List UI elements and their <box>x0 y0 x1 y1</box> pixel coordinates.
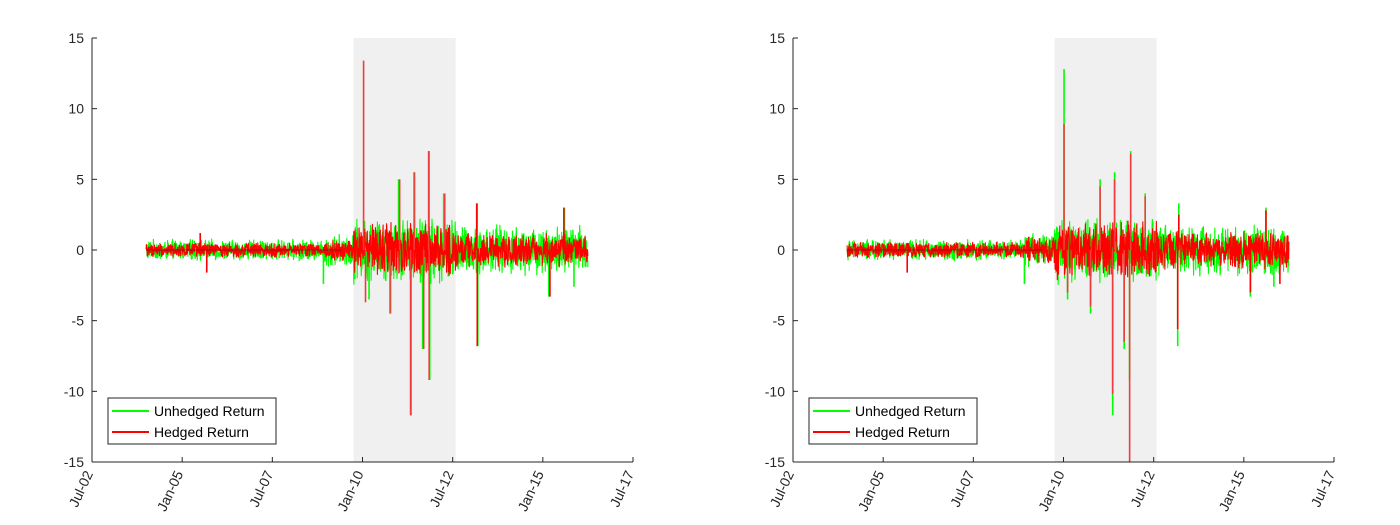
y-tick-label: -10 <box>765 383 785 399</box>
series-line-hedged <box>846 220 1290 281</box>
y-tick-label: 5 <box>76 171 84 187</box>
y-tick-label: 15 <box>68 30 84 46</box>
y-tick-label: -10 <box>64 383 84 399</box>
legend-label: Unhedged Return <box>154 403 265 419</box>
legend-label: Unhedged Return <box>855 403 966 419</box>
y-tick-label: 5 <box>777 171 785 187</box>
x-tick-label: Jan-15 <box>1215 468 1248 514</box>
x-tick-label: Jan-05 <box>855 468 888 514</box>
x-tick-label: Jan-10 <box>334 468 367 514</box>
series-line-hedged <box>145 222 589 277</box>
y-tick-label: -15 <box>64 454 84 470</box>
y-tick-label: 0 <box>777 242 785 258</box>
y-tick-label: -5 <box>72 313 85 329</box>
x-tick-label: Jan-05 <box>154 468 187 514</box>
y-tick-label: 0 <box>76 242 84 258</box>
x-tick-label: Jul-12 <box>1127 468 1158 510</box>
x-tick-label: Jul-17 <box>1307 468 1338 510</box>
legend: Unhedged Return Hedged Return <box>107 397 277 445</box>
plot-area <box>846 69 1290 462</box>
x-tick-label: Jul-02 <box>65 468 96 510</box>
y-tick-label: 10 <box>769 101 785 117</box>
legend-label: Hedged Return <box>855 424 950 440</box>
y-tick-label: 10 <box>68 101 84 117</box>
legend-box <box>808 397 978 445</box>
plot-area <box>145 60 589 416</box>
y-tick-label: -5 <box>773 313 786 329</box>
x-tick-label: Jul-02 <box>766 468 797 510</box>
y-tick-label: -15 <box>765 454 785 470</box>
legend-label: Hedged Return <box>154 424 249 440</box>
x-tick-label: Jul-12 <box>426 468 457 510</box>
x-tick-label: Jan-10 <box>1035 468 1068 514</box>
legend-box <box>107 397 277 445</box>
legend: Unhedged Return Hedged Return <box>808 397 978 445</box>
x-tick-label: Jul-07 <box>947 468 978 510</box>
x-tick-label: Jul-07 <box>246 468 277 510</box>
x-tick-label: Jan-15 <box>514 468 547 514</box>
x-tick-label: Jul-17 <box>606 468 637 510</box>
y-tick-label: 15 <box>769 30 785 46</box>
